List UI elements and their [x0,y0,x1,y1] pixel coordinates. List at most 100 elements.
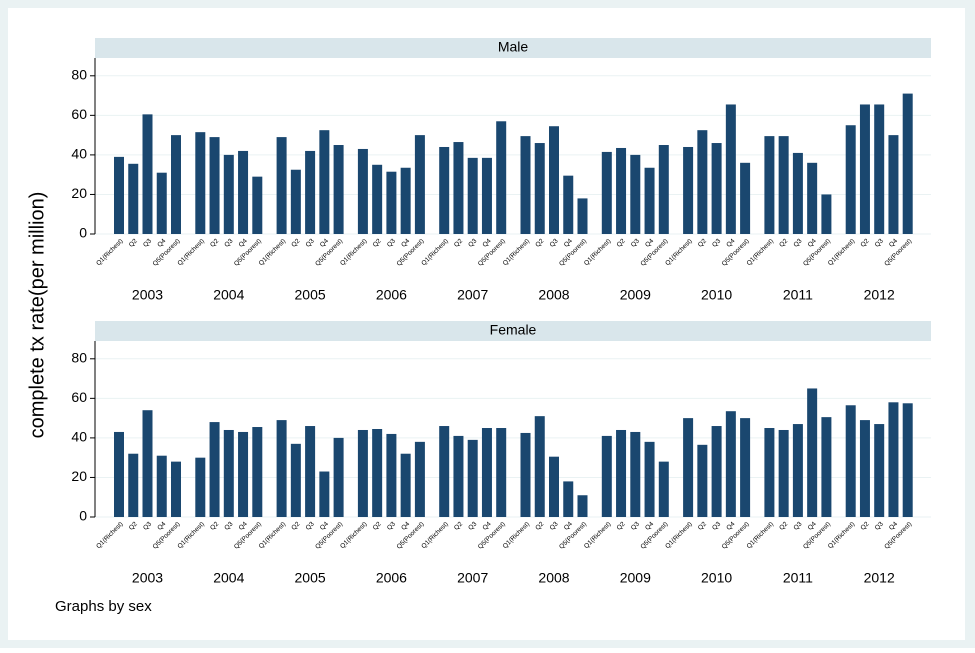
bar [290,443,301,517]
bar [630,431,641,517]
bar [386,171,397,234]
bar [305,426,316,517]
bar [549,456,559,517]
bar [601,151,612,234]
bar [725,411,736,517]
x-tick-label: Q3 [874,520,885,531]
bar [195,132,206,234]
x-tick-label: Q2 [453,520,464,531]
x-tick-label: Q2 [778,237,789,248]
x-tick-label: Q2 [859,237,870,248]
bar [902,403,913,517]
bar [845,125,856,234]
x-tick-label: Q3 [467,237,478,248]
bar [616,147,627,234]
group-label: 2007 [457,570,488,586]
x-tick-label: Q3 [792,520,803,531]
x-tick-label: Q3 [223,237,234,248]
group-label: 2008 [538,287,569,303]
bar [252,427,263,517]
group-label: 2005 [295,287,326,303]
x-tick-label: Q4 [400,520,411,531]
bar [467,157,478,234]
x-tick-label: Q2 [128,520,139,531]
bar [520,136,531,234]
group-label: 2007 [457,287,488,303]
x-tick-label: Q4 [319,237,330,248]
bar [644,167,655,234]
x-tick-label: Q3 [549,237,560,248]
bar [305,150,316,234]
bar [563,175,574,234]
y-tick-label: 60 [71,389,87,405]
bar [319,130,330,234]
group-label: 2004 [213,570,244,586]
bar [156,172,167,234]
bar [616,429,627,517]
y-tick-label: 20 [71,468,87,484]
x-tick-label: Q4 [238,520,249,531]
x-tick-label: Q3 [549,520,560,531]
group-label: 2012 [864,287,895,303]
bar [683,418,694,517]
bar [238,150,249,234]
bar [711,426,722,517]
group-label: 2012 [864,570,895,586]
bar [114,431,124,517]
x-tick-label: Q3 [467,520,478,531]
bar [792,424,803,517]
bar [778,136,789,234]
bar [697,444,708,517]
bar [658,145,669,234]
bar [400,453,411,517]
group-label: 2006 [376,287,407,303]
bar [577,495,588,517]
bar [453,435,464,517]
x-tick-label: Q4 [888,237,899,248]
bar [549,126,559,234]
group-label: 2005 [295,570,326,586]
x-tick-label: Q4 [644,520,655,531]
bar [400,167,411,234]
bar [223,429,234,517]
bar [439,146,450,234]
bar [238,431,249,517]
x-tick-label: Q3 [711,520,722,531]
bar [481,157,492,234]
bar [372,429,383,517]
x-tick-label: Q2 [209,237,220,248]
x-tick-label: Q4 [400,237,411,248]
x-tick-label: Q4 [563,520,574,531]
bar [114,156,124,234]
bar [142,410,153,517]
y-tick-label: 40 [71,429,87,445]
bar [171,135,181,234]
x-tick-label: Q3 [142,520,153,531]
bar [357,429,368,517]
bar [845,405,856,517]
bar [276,420,287,517]
x-tick-label: Q3 [630,237,641,248]
x-tick-label: Q4 [725,237,736,248]
bar [740,418,751,517]
note: Graphs by sex [55,598,152,615]
x-tick-label: Q2 [290,237,301,248]
x-tick-label: Q3 [874,237,885,248]
group-label: 2004 [213,287,244,303]
x-tick-label: Q3 [386,520,397,531]
x-tick-label: Q2 [290,520,301,531]
bar [740,162,751,234]
x-tick-label: Q4 [481,237,492,248]
group-label: 2003 [132,287,163,303]
group-label: 2006 [376,570,407,586]
bar [534,416,545,517]
bar [496,121,507,234]
bar [792,152,803,234]
x-tick-label: Q2 [616,520,627,531]
y-tick-label: 60 [71,106,87,122]
panel-title: Male [498,39,529,55]
panel-title: Female [490,322,537,338]
bar [644,441,655,517]
group-label: 2008 [538,570,569,586]
